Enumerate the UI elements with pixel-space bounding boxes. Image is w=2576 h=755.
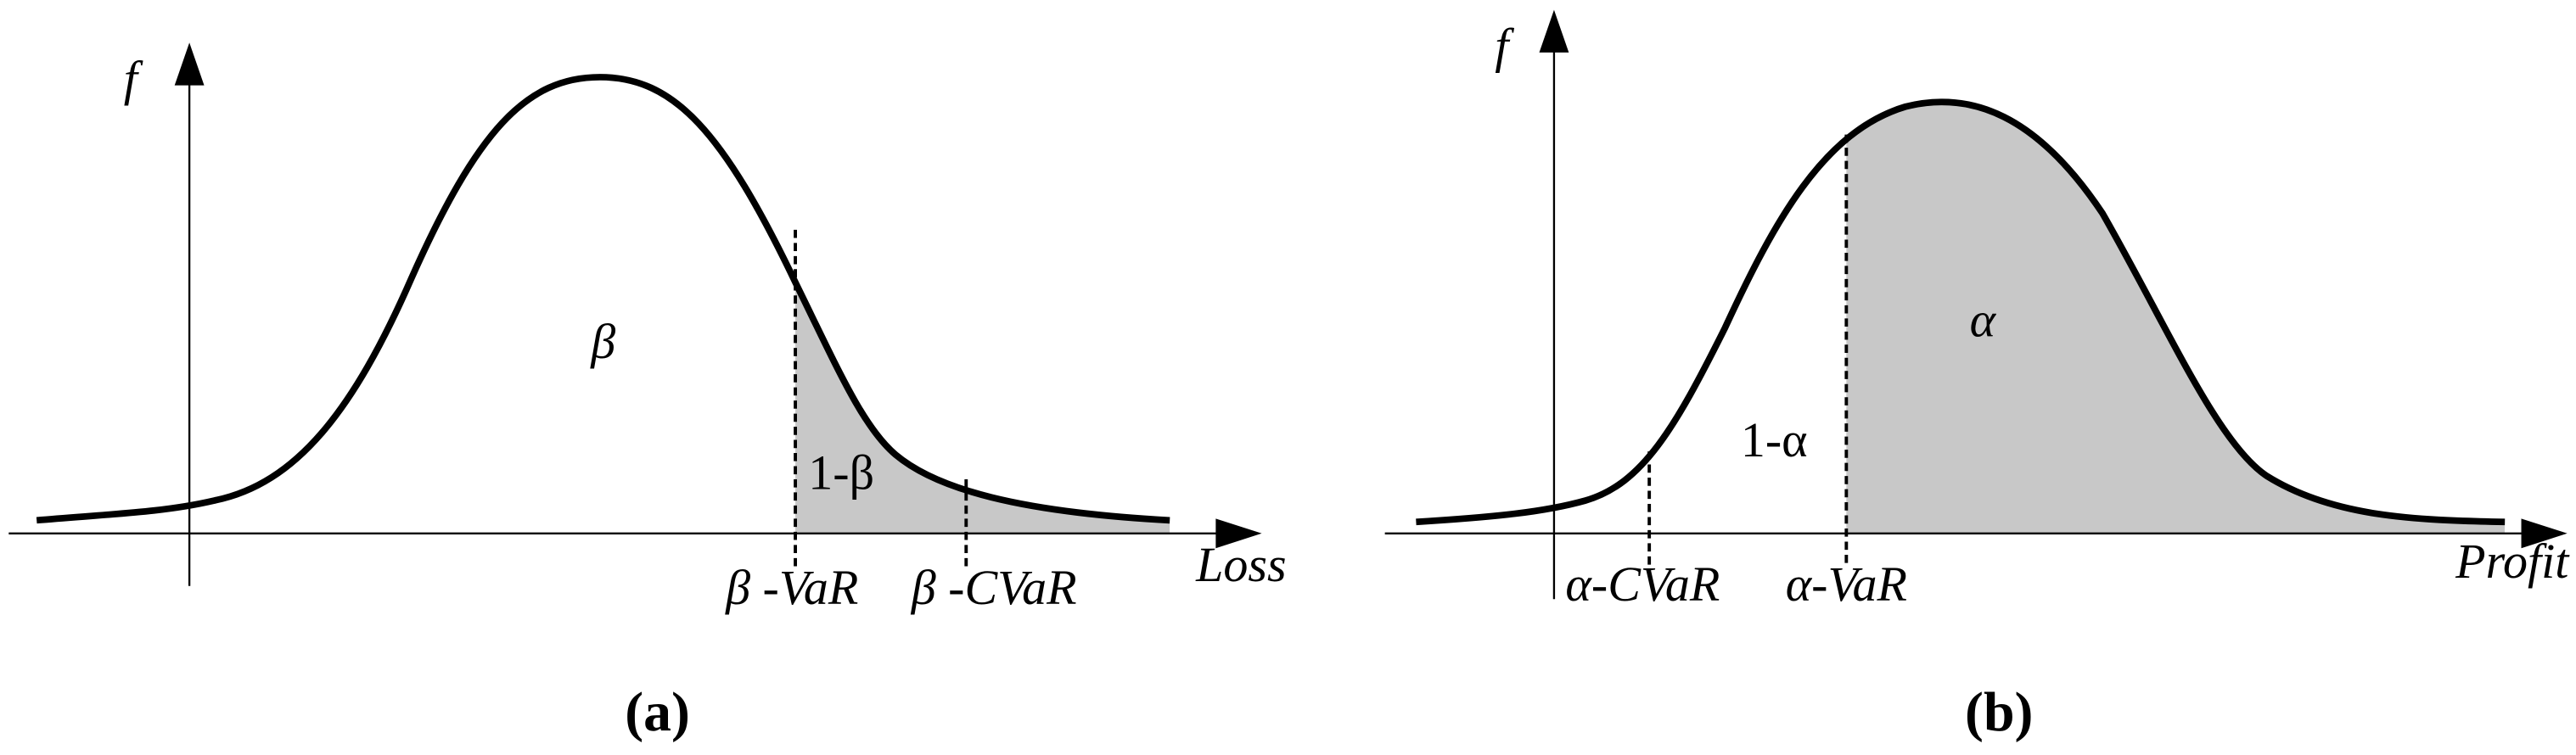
y-arrow xyxy=(174,42,205,86)
marker-label: β -CVaR xyxy=(911,560,1077,615)
x-arrow xyxy=(1215,518,1262,549)
caption: (b) xyxy=(1965,681,2033,743)
region-label: α xyxy=(1970,293,1997,348)
density-curve xyxy=(36,74,1170,524)
y-label: f xyxy=(1495,19,1514,74)
x-label: Loss xyxy=(1195,537,1286,592)
panel-a: f Loss β 1-β β -VaR β -CVaR (a) xyxy=(8,42,1287,743)
y-label: f xyxy=(124,51,143,106)
x-arrow xyxy=(2521,518,2568,549)
marker-label: β -VaR xyxy=(725,560,858,615)
x-label: Profit xyxy=(2455,534,2570,589)
marker-label: α-CVaR xyxy=(1565,556,1720,612)
marker-label: α-VaR xyxy=(1786,556,1907,612)
panel-b: f Profit α 1-α α-CVaR α-VaR (b) xyxy=(1384,9,2570,743)
caption: (a) xyxy=(625,681,690,743)
density-curve xyxy=(1416,98,2506,526)
y-arrow xyxy=(1539,9,1569,53)
tail-label: 1-α xyxy=(1741,412,1808,467)
tail-label: 1-β xyxy=(808,445,874,501)
region-label: β xyxy=(590,314,615,369)
tail-area xyxy=(1846,102,2506,534)
